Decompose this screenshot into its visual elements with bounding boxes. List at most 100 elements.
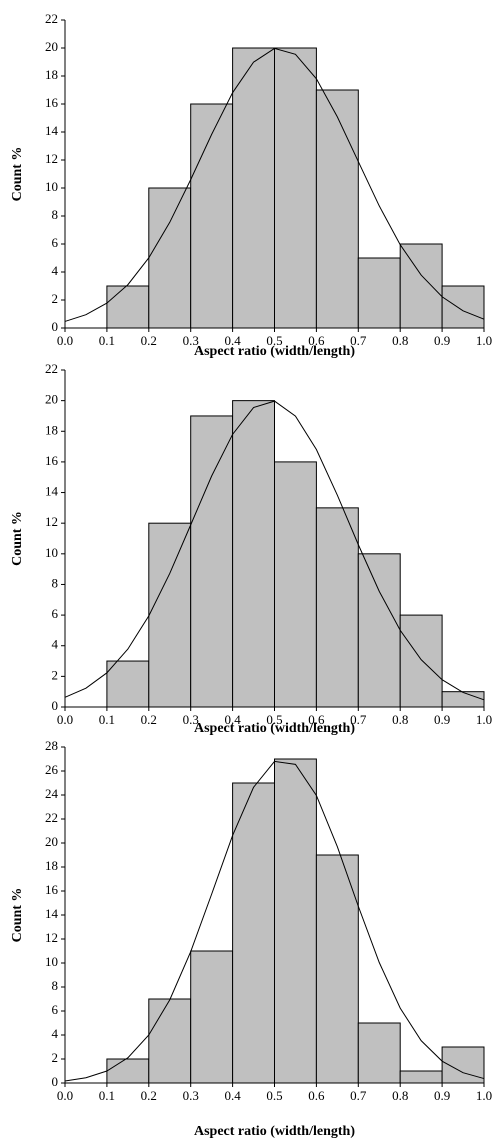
y-tick-label: 18 bbox=[45, 858, 58, 873]
y-tick-label: 0 bbox=[52, 1074, 59, 1089]
y-tick-label: 18 bbox=[45, 422, 58, 437]
x-tick-label: 0.5 bbox=[266, 333, 282, 348]
bar bbox=[106, 1058, 150, 1084]
x-axis-label: Aspect ratio (width/length) bbox=[194, 1124, 355, 1139]
x-tick-label: 0.8 bbox=[392, 712, 408, 727]
bar bbox=[357, 553, 401, 708]
x-tick-label: 0.3 bbox=[183, 1088, 199, 1103]
x-tick-label: 0.1 bbox=[99, 1088, 115, 1103]
x-tick-label: 0.8 bbox=[392, 1088, 408, 1103]
x-tick-label: 0.9 bbox=[434, 1088, 450, 1103]
bar bbox=[399, 1070, 443, 1084]
x-tick-label: 1.0 bbox=[476, 712, 492, 727]
bar bbox=[190, 103, 234, 329]
y-tick-label: 10 bbox=[45, 179, 58, 194]
x-tick-label: 0.6 bbox=[308, 1088, 325, 1103]
x-tick-label: 1.0 bbox=[476, 333, 492, 348]
bar bbox=[232, 782, 276, 1084]
y-tick-label: 22 bbox=[45, 11, 58, 26]
y-tick-label: 0 bbox=[52, 319, 59, 334]
x-tick-label: 0.5 bbox=[266, 712, 282, 727]
y-tick-label: 4 bbox=[52, 263, 59, 278]
x-tick-label: 0.4 bbox=[224, 1088, 241, 1103]
y-tick-label: 10 bbox=[45, 545, 58, 560]
y-tick-label: 26 bbox=[45, 762, 59, 777]
x-tick-label: 0.7 bbox=[350, 333, 367, 348]
x-tick-label: 0.2 bbox=[141, 333, 157, 348]
x-tick-label: 0.1 bbox=[99, 712, 115, 727]
x-tick-label: 0.2 bbox=[141, 712, 157, 727]
y-tick-label: 6 bbox=[52, 235, 59, 250]
y-tick-label: 12 bbox=[45, 514, 58, 529]
x-tick-label: 1.0 bbox=[476, 1088, 492, 1103]
y-tick-label: 20 bbox=[45, 392, 58, 407]
y-tick-label: 2 bbox=[52, 1050, 59, 1065]
bar bbox=[357, 257, 401, 329]
y-tick-label: 20 bbox=[45, 39, 58, 54]
x-tick-label: 0.9 bbox=[434, 712, 450, 727]
bar bbox=[399, 243, 443, 329]
y-tick-label: 10 bbox=[45, 954, 58, 969]
bar bbox=[274, 47, 317, 329]
x-tick-label: 0.6 bbox=[308, 333, 325, 348]
bar bbox=[441, 285, 485, 329]
x-tick-label: 0.3 bbox=[183, 333, 199, 348]
fit-curve bbox=[64, 400, 485, 701]
bar bbox=[441, 691, 485, 708]
y-tick-label: 16 bbox=[45, 882, 59, 897]
y-tick-label: 14 bbox=[45, 906, 59, 921]
x-axis-label: Aspect ratio (width/length) bbox=[194, 344, 355, 359]
y-tick-label: 8 bbox=[52, 207, 59, 222]
bar bbox=[315, 507, 359, 708]
bar bbox=[106, 660, 150, 708]
y-tick-label: 12 bbox=[45, 930, 58, 945]
y-tick-label: 18 bbox=[45, 67, 58, 82]
y-tick-label: 8 bbox=[52, 575, 59, 590]
y-tick-label: 16 bbox=[45, 453, 59, 468]
y-tick-label: 4 bbox=[52, 637, 59, 652]
x-tick-label: 0.7 bbox=[350, 712, 367, 727]
fit-curve bbox=[64, 47, 485, 322]
y-tick-label: 12 bbox=[45, 151, 58, 166]
x-tick-label: 0.9 bbox=[434, 333, 450, 348]
x-tick-label: 0.1 bbox=[99, 333, 115, 348]
bar bbox=[357, 1022, 401, 1084]
x-tick-label: 0.0 bbox=[57, 333, 73, 348]
y-tick-label: 2 bbox=[52, 291, 59, 306]
x-tick-label: 0.7 bbox=[350, 1088, 367, 1103]
bar bbox=[106, 285, 150, 329]
bar bbox=[148, 187, 192, 329]
x-tick-label: 0.4 bbox=[224, 712, 241, 727]
y-tick-label: 0 bbox=[52, 698, 59, 713]
bar bbox=[274, 461, 317, 708]
bar bbox=[148, 998, 192, 1084]
x-tick-label: 0.0 bbox=[57, 1088, 73, 1103]
y-tick-label: 8 bbox=[52, 978, 59, 993]
bar bbox=[190, 415, 234, 708]
bar bbox=[190, 950, 234, 1084]
bar bbox=[148, 522, 192, 708]
x-tick-label: 0.4 bbox=[224, 333, 241, 348]
y-tick-label: 16 bbox=[45, 95, 59, 110]
y-tick-label: 24 bbox=[45, 786, 59, 801]
y-tick-label: 6 bbox=[52, 606, 59, 621]
y-axis-label: Count % bbox=[10, 147, 25, 202]
x-tick-label: 0.0 bbox=[57, 712, 73, 727]
bar bbox=[315, 854, 359, 1084]
bar bbox=[315, 89, 359, 329]
bar bbox=[232, 400, 276, 708]
y-axis-label: Count % bbox=[10, 511, 25, 566]
y-tick-label: 4 bbox=[52, 1026, 59, 1041]
bar bbox=[399, 614, 443, 708]
x-tick-label: 0.2 bbox=[141, 1088, 157, 1103]
bar bbox=[274, 758, 317, 1084]
x-axis-label: Aspect ratio (width/length) bbox=[194, 721, 355, 736]
y-tick-label: 6 bbox=[52, 1002, 59, 1017]
y-tick-label: 28 bbox=[45, 738, 58, 753]
bar bbox=[232, 47, 276, 329]
x-tick-label: 0.5 bbox=[266, 1088, 282, 1103]
y-tick-label: 14 bbox=[45, 123, 59, 138]
x-tick-label: 0.8 bbox=[392, 333, 408, 348]
fit-curve bbox=[64, 760, 485, 1082]
